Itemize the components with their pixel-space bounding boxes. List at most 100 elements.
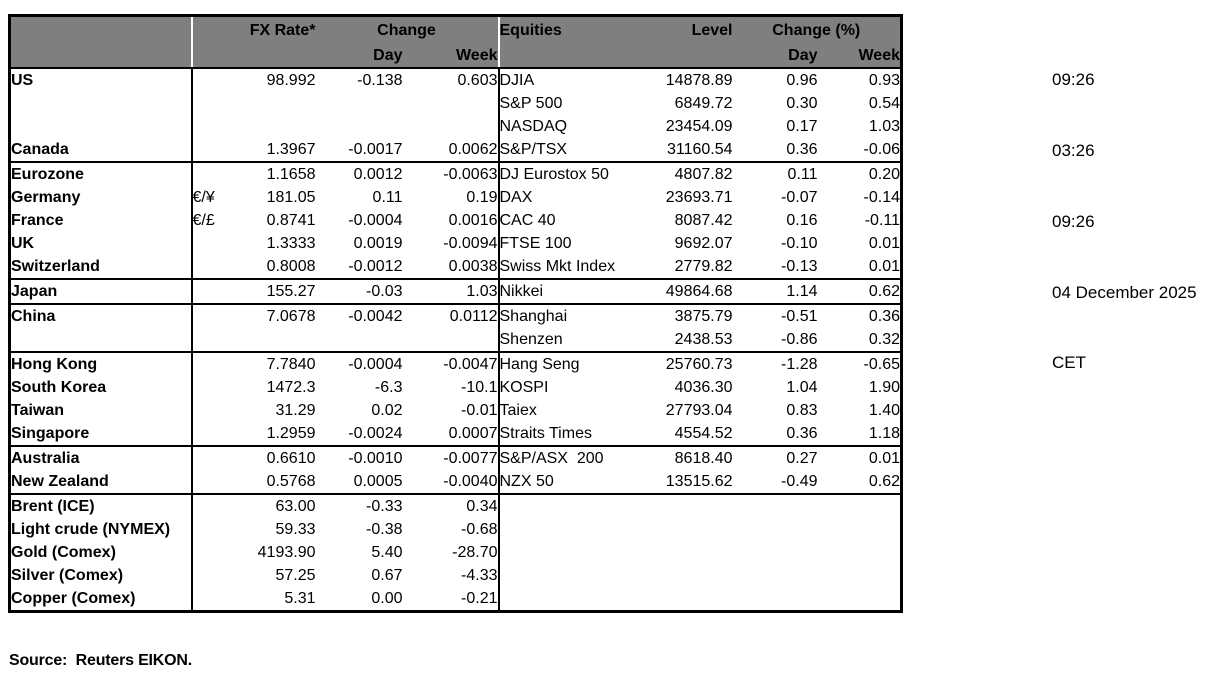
currency-pair-label [192, 68, 218, 92]
equity-day-change-value: 0.30 [786, 94, 818, 112]
equity-index-label: DJIA [499, 71, 535, 89]
fx-rate-value [218, 115, 316, 138]
equity-day-change-value: 0.96 [786, 71, 818, 89]
equity-week-change-value: 0.01 [868, 234, 900, 252]
equity-day-change-value: -0.51 [732, 303, 818, 328]
equity-day-change-value [733, 541, 818, 564]
equity-level-value: 8618.40 [618, 445, 733, 470]
fx-rate-value: 59.33 [275, 520, 316, 538]
equity-index-label: S&P/TSX [499, 140, 568, 158]
table-row: Singapore 1.2959 -0.0024 0.0007 Straits Time… [9, 422, 902, 446]
row-label: Copper (Comex) [9, 587, 193, 612]
fx-week-change-value: -4.33 [402, 564, 500, 587]
row-label: Brent (ICE) [9, 493, 193, 518]
fx-week-change-value: -0.0040 [402, 470, 500, 494]
currency-pair-label [192, 376, 218, 399]
equity-level-value: 2779.82 [674, 257, 733, 275]
table-row: Switzerland 0.8008 -0.0012 0.0038 Swiss Mkt … [9, 255, 902, 279]
fx-rate-value: 31.29 [275, 401, 316, 419]
equity-index-label: FTSE 100 [499, 234, 572, 252]
fx-day-change-value [316, 115, 403, 138]
currency-pair-label [191, 493, 218, 518]
fx-day-change-value: -0.33 [315, 493, 403, 518]
equity-week-change-value: -0.65 [817, 351, 902, 376]
fx-week-change-value: 0.0038 [402, 255, 500, 279]
table-row: New Zealand 0.5768 0.0005 -0.0040 NZX 50 1351… [9, 470, 902, 494]
fx-week-change-value [402, 115, 500, 138]
empty-header-cell [9, 45, 193, 69]
equity-week-change-value: -0.14 [863, 188, 900, 206]
equity-level-value: 14878.89 [665, 71, 733, 89]
equity-index-label: KOSPI [499, 378, 549, 396]
currency-pair-label: €/£ [192, 211, 215, 229]
row-label [9, 92, 193, 115]
fx-rate-value: 0.8008 [266, 257, 316, 275]
fx-rate-value: 181.05 [266, 188, 316, 206]
row-label: Japan [9, 278, 193, 304]
equity-level-value: 3875.79 [618, 303, 733, 328]
row-label: Canada [9, 138, 193, 162]
row-label: Hong Kong [9, 351, 193, 376]
equity-week-change-value: 0.62 [817, 278, 902, 304]
table-row: France €/£ 0.8741 -0.0004 0.0016 CAC 40 8087.4… [9, 209, 902, 232]
equity-index-label: S&P/ASX 200 [498, 445, 619, 470]
header-row-1: FX Rate* Change Equities Level Change (%… [9, 15, 902, 45]
currency-pair-label [192, 92, 218, 115]
fx-rate-value: 0.5768 [266, 472, 316, 490]
fx-day-change-value: -0.0042 [315, 303, 403, 328]
fx-day-header: Day [315, 45, 403, 69]
fx-day-change-value: -0.38 [366, 520, 403, 538]
fx-week-change-value: -28.70 [402, 541, 500, 564]
equity-day-change-value [732, 493, 818, 518]
table-row: China 7.0678 -0.0042 0.0112 Shanghai 3875.79-… [9, 303, 902, 328]
fx-day-change-value: 5.40 [371, 543, 403, 561]
fx-week-change-value: -0.0094 [402, 232, 500, 255]
table-row: Shenzen 2438.53 -0.86 0.32 [9, 328, 902, 352]
equity-week-change-value: -0.06 [863, 140, 900, 158]
table-row: Copper (Comex) 5.31 0.00 -0.21 [9, 587, 902, 612]
currency-pair-label [192, 518, 218, 541]
equity-index-label: NASDAQ [499, 117, 568, 135]
equity-week-change-value: -0.11 [864, 211, 900, 229]
equity-index-label: DJ Eurostox 50 [498, 161, 619, 186]
fx-week-change-value: -0.0077 [402, 445, 500, 470]
equity-index-label: Nikkei [498, 278, 619, 304]
equity-day-change-value: 0.17 [786, 117, 818, 135]
equity-level-value: 9692.07 [674, 234, 733, 252]
currency-pair-label [192, 255, 218, 279]
equity-day-change-value: 1.14 [732, 278, 818, 304]
row-label [9, 115, 193, 138]
equity-week-change-value [818, 518, 902, 541]
equity-level-value: 4036.30 [674, 378, 733, 396]
fx-day-change-value [316, 92, 403, 115]
fx-day-change-value: 0.0012 [315, 161, 403, 186]
row-label: Gold (Comex) [9, 541, 193, 564]
equity-day-change-value: 0.36 [786, 424, 818, 442]
timezone-label: CET [1052, 353, 1086, 373]
fx-day-change-value: 0.02 [371, 401, 403, 419]
currency-pair-label [192, 328, 218, 352]
currency-pair-label [191, 303, 218, 328]
fx-day-change-value [316, 328, 403, 352]
fx-day-change-value: 0.0019 [353, 234, 403, 252]
equity-level-value: 27793.04 [665, 401, 733, 419]
equity-level-value: 23693.71 [665, 188, 733, 206]
fx-week-change-value: 0.0016 [402, 209, 500, 232]
equity-day-change-value: 0.16 [786, 211, 818, 229]
equity-week-change-value [818, 541, 902, 564]
table-row: Australia 0.6610 -0.0010 -0.0077 S&P/ASX 200… [9, 445, 902, 470]
header-row-2: Day Week Day Week [9, 45, 902, 69]
fx-day-change-value: -0.0012 [348, 257, 403, 275]
fx-day-change-value: -6.3 [374, 378, 403, 396]
eq-day-header: Day [732, 45, 818, 69]
equity-level-value: 4807.82 [618, 161, 733, 186]
equity-index-label: Shanghai [498, 303, 619, 328]
fx-rate-value: 1.2959 [266, 424, 316, 442]
currency-pair-label [192, 564, 218, 587]
row-label: Switzerland [9, 255, 193, 279]
equity-day-change-value: 0.11 [732, 161, 818, 186]
equity-level-value [619, 518, 733, 541]
currency-pair-label [192, 422, 218, 446]
row-label: New Zealand [9, 470, 193, 494]
currency-pair-label [192, 115, 218, 138]
